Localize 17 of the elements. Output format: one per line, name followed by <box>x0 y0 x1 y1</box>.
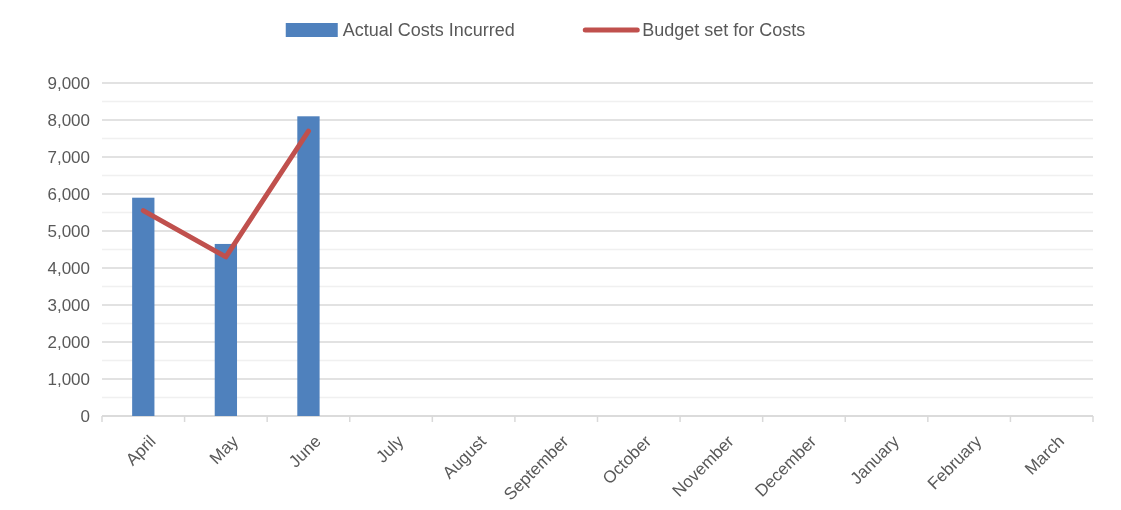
legend-label: Budget set for Costs <box>642 20 806 41</box>
bar <box>132 197 155 416</box>
y-tick-label: 2,000 <box>47 332 90 352</box>
legend-label: Actual Costs Incurred <box>342 20 515 41</box>
x-tick-label: May <box>205 431 243 468</box>
bar <box>297 116 320 416</box>
x-tick-label: July <box>372 431 408 467</box>
y-tick-label: 9,000 <box>47 73 90 93</box>
y-tick-label: 4,000 <box>47 258 90 278</box>
y-tick-label: 3,000 <box>47 295 90 315</box>
y-tick-label: 0 <box>80 406 90 426</box>
y-tick-label: 8,000 <box>47 110 90 130</box>
y-tick-label: 1,000 <box>47 369 90 389</box>
y-tick-label: 5,000 <box>47 221 90 241</box>
y-tick-label: 7,000 <box>47 147 90 167</box>
y-tick-label: 6,000 <box>47 184 90 204</box>
bar <box>214 243 238 416</box>
